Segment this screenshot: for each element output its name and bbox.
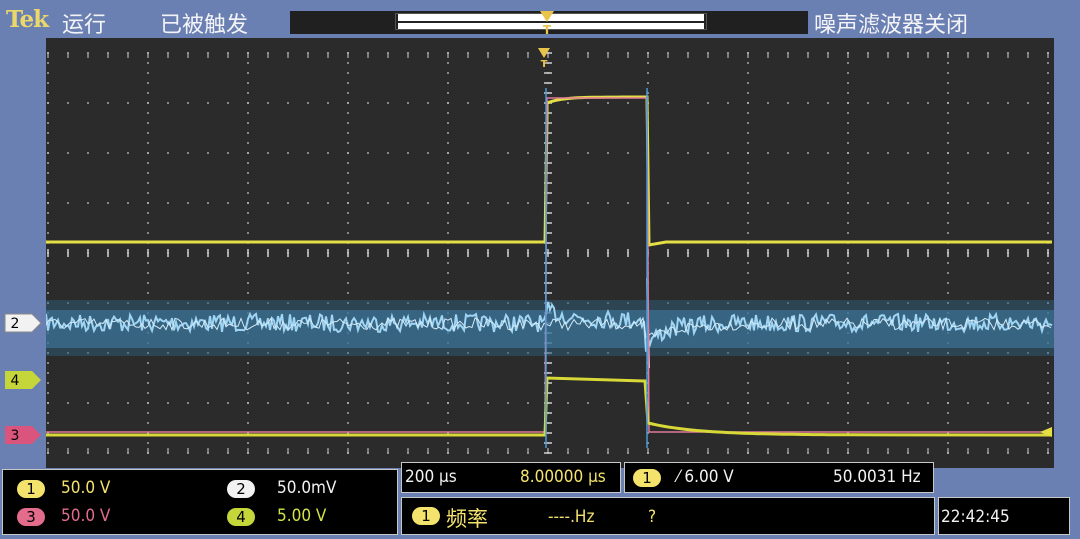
ch2-scale: 50.0mV [277, 478, 337, 498]
svg-text:T: T [541, 59, 548, 70]
ch4-waveform [46, 376, 1053, 437]
noise-filter-status: 噪声滤波器关闭 [814, 13, 969, 38]
measurement-value: ----.Hz [548, 507, 595, 527]
trigger-point-marker: T [538, 48, 550, 70]
measurement-label: 频率 [446, 507, 488, 531]
ch4-marker-label: 4 [11, 373, 20, 389]
ch2-waveform [46, 277, 1054, 369]
svg-text:T: T [543, 23, 552, 36]
channel-scale-panel: 1 50.0 V 2 50.0mV 3 50.0 V 4 5.00 V [2, 469, 398, 535]
ch4-scale: 5.00 V [277, 506, 327, 526]
ch1-waveform [46, 95, 1052, 247]
clock: 22:42:45 [941, 507, 1010, 527]
ch4-badge[interactable]: 4 [227, 508, 255, 526]
trigger-level: ⁄ 6.00 V [677, 467, 734, 487]
ch3-marker-label: 3 [11, 428, 20, 444]
brand-logo: Tek [6, 6, 49, 33]
trigger-level-marker [1040, 427, 1052, 437]
trigger-source-badge[interactable]: 1 [633, 469, 661, 487]
run-state: 运行 [62, 13, 107, 38]
ch1-badge[interactable]: 1 [17, 480, 45, 498]
ch2-badge[interactable]: 2 [227, 480, 255, 498]
ch3-badge[interactable]: 3 [17, 508, 45, 526]
timebase-position: 8.00000 µs [520, 467, 606, 487]
trigger-position-icon: T [540, 11, 554, 36]
trigger-frequency: 50.0031 Hz [833, 467, 921, 487]
top-status-bar: Tek 运行 已被触发 T 噪声滤波器关闭 [0, 0, 1080, 38]
ch1-scale: 50.0 V [61, 478, 111, 498]
ch2-marker[interactable]: 2 [4, 313, 42, 333]
ch3-scale: 50.0 V [61, 506, 111, 526]
clock-panel: 22:42:45 [938, 497, 1070, 535]
measurement-panel: 1 频率 ----.Hz ? [401, 497, 935, 535]
waveform-display[interactable]: T [46, 38, 1054, 468]
timebase-scale: 200 µs [405, 467, 457, 487]
timebase-panel: 200 µs 8.00000 µs [401, 462, 621, 493]
measurement-source-badge[interactable]: 1 [412, 507, 440, 525]
measurement-status: ? [648, 507, 657, 527]
ch3-marker[interactable]: 3 [4, 425, 42, 445]
trigger-panel: 1 ⁄ 6.00 V 50.0031 Hz [624, 462, 934, 493]
ch2-marker-label: 2 [11, 316, 20, 332]
ch4-marker[interactable]: 4 [4, 370, 42, 390]
trigger-state: 已被触发 [160, 13, 249, 38]
